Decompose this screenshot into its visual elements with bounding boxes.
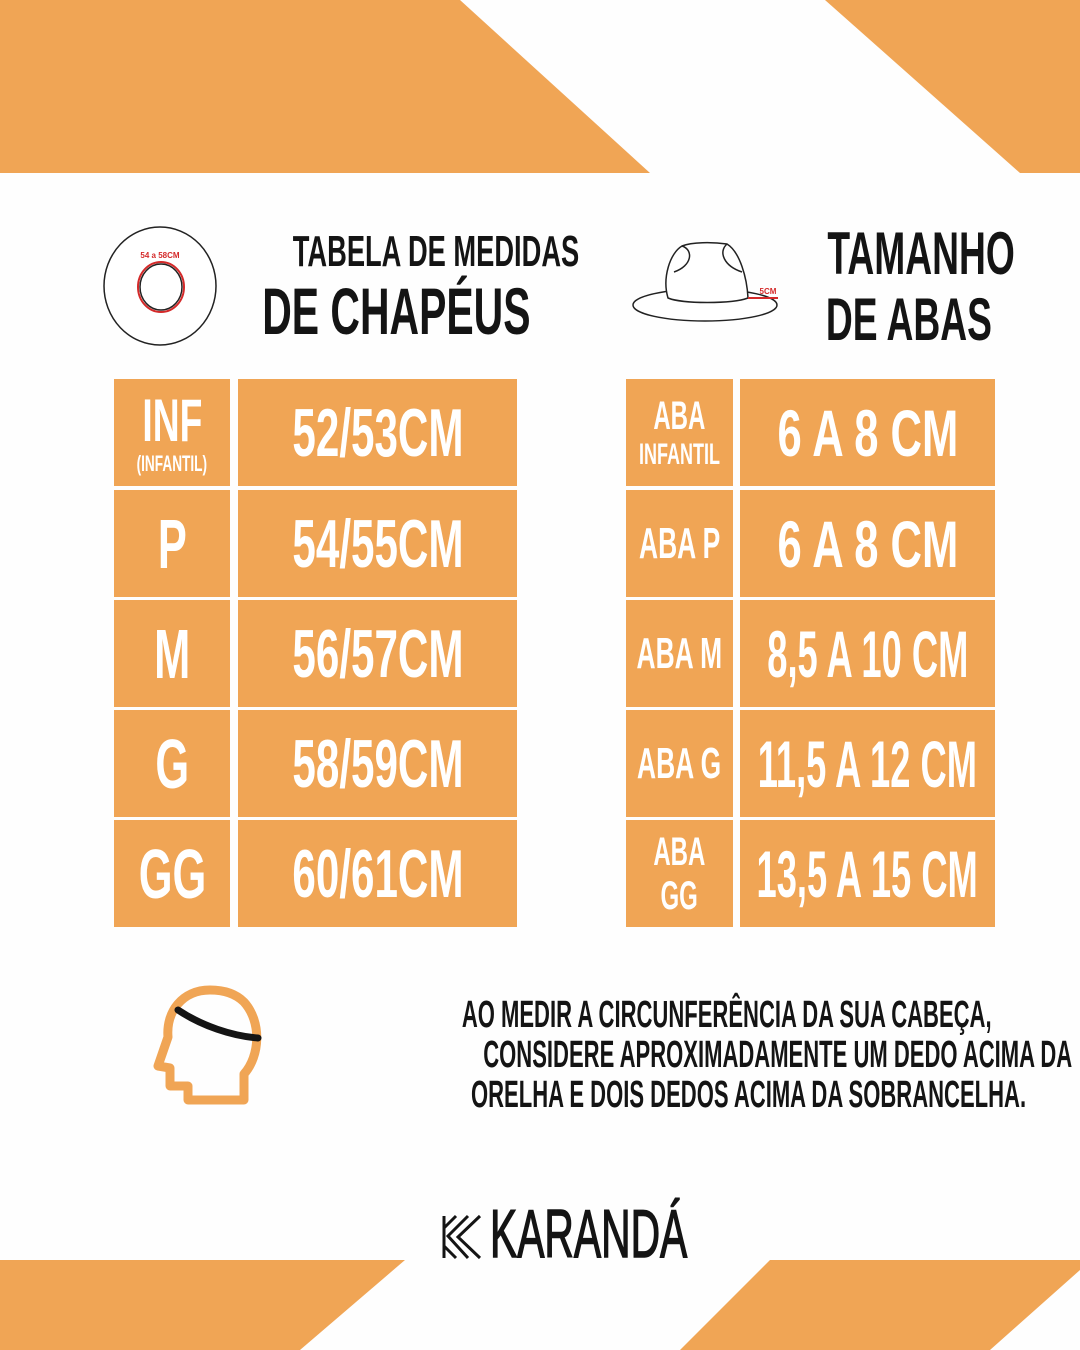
brim-size: 11,5 A 12 CM	[757, 726, 978, 801]
brim-icon-label: 5CM	[760, 287, 777, 296]
brim-size: 8,5 A 10 CM	[766, 616, 969, 691]
hat-icon-label: 54 a 58CM	[140, 251, 179, 260]
size-label: GG	[114, 820, 230, 927]
brim-label-cell: ABA INFANTIL	[626, 379, 733, 486]
head-circumference: 54/55CM	[291, 505, 464, 582]
brim-size: 13,5 A 15 CM	[756, 836, 979, 911]
head-circumference: 52/53CM	[291, 394, 464, 471]
head-circumference: 56/57CM	[291, 615, 464, 692]
brim-label-sub: GG	[660, 873, 699, 918]
size-measure: 56/57CM	[238, 600, 517, 707]
karanda-k-logo-icon	[442, 1214, 482, 1260]
brim-title-line2: DE ABAS	[825, 286, 992, 353]
brim-size: 6 A 8 CM	[777, 506, 958, 581]
brim-measure: 6 A 8 CM	[740, 490, 995, 597]
brim-label-cell: ABA M	[626, 600, 733, 707]
size-measure: 60/61CM	[238, 820, 517, 927]
brim-size: 6 A 8 CM	[777, 395, 958, 470]
brim-title-line1: TAMANHO	[827, 220, 1015, 287]
brim-label: ABA	[653, 829, 706, 874]
head-circumference: 58/59CM	[291, 725, 464, 802]
size-sub: (INFANTIL)	[136, 450, 208, 476]
size-measure: 58/59CM	[238, 710, 517, 817]
size-label: M	[114, 600, 230, 707]
brim-label-cell: ABA P	[626, 490, 733, 597]
brim-label-sub: INFANTIL	[639, 437, 720, 471]
hat-side-view-icon: 5CM	[632, 241, 778, 322]
size-label: G	[114, 710, 230, 817]
size-label: P	[114, 490, 230, 597]
brim-label: ABA M	[636, 628, 723, 678]
brim-label: ABA P	[638, 518, 721, 568]
size-measure: 54/55CM	[238, 490, 517, 597]
table-title-line2: DE CHAPÉUS	[262, 274, 531, 348]
head-circumference: 60/61CM	[291, 835, 464, 912]
table-title-line1: TABELA DE MEDIDAS	[292, 227, 580, 276]
measuring-note: AO MEDIR A CIRCUNFERÊNCIA DA SUA CABEÇA,…	[461, 994, 1073, 1116]
size-code: P	[157, 504, 187, 583]
brim-measure: 11,5 A 12 CM	[740, 710, 995, 817]
brand-name: KARANDÁ	[490, 1196, 688, 1272]
size-code: INF	[142, 386, 202, 454]
brim-label-cell: ABA G	[626, 710, 733, 817]
brim-measure: 6 A 8 CM	[740, 379, 995, 486]
head-measure-icon	[153, 985, 262, 1105]
brim-measure: 8,5 A 10 CM	[740, 600, 995, 707]
brim-label-cell: ABA GG	[626, 820, 733, 927]
size-label: INF (INFANTIL)	[114, 379, 230, 486]
brim-label: ABA	[653, 393, 706, 438]
size-code: M	[153, 614, 191, 693]
size-code: GG	[138, 834, 206, 913]
brim-label: ABA G	[637, 738, 722, 788]
size-measure: 52/53CM	[238, 379, 517, 486]
hat-top-view-icon: 54 a 58CM	[103, 226, 217, 346]
brim-measure: 13,5 A 15 CM	[740, 820, 995, 927]
size-code: G	[155, 724, 189, 803]
